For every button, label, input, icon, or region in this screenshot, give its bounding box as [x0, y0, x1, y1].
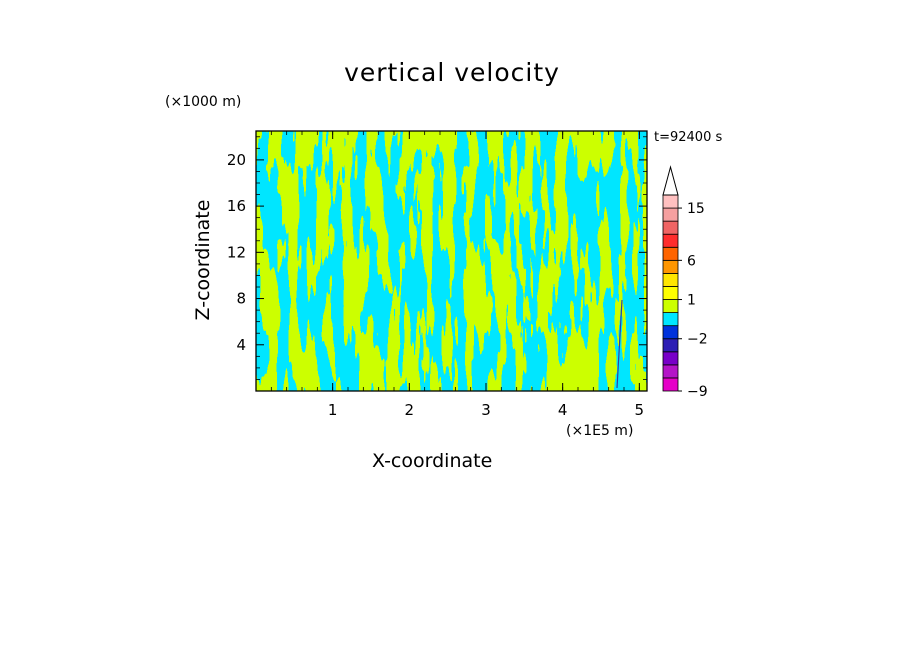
- field-positive: [256, 131, 647, 391]
- x-tick-label: 5: [635, 401, 645, 419]
- colorbar-label: −2: [687, 332, 708, 348]
- chart-title: vertical velocity: [344, 58, 560, 87]
- colorbar-swatch: [662, 351, 679, 366]
- colorbar-swatch: [662, 312, 679, 327]
- plot-frame: [255, 130, 648, 392]
- colorbar-swatch: [662, 246, 679, 261]
- time-label: t=92400 s: [654, 130, 723, 145]
- colorbar-swatch: [662, 377, 679, 392]
- colorbar: 15 6 1 −2 −9: [662, 165, 708, 400]
- x-tick-label: 4: [558, 401, 568, 419]
- colorbar-swatch: [662, 272, 679, 287]
- colorbar-label: 6: [687, 253, 696, 269]
- colorbar-swatch: [662, 220, 679, 235]
- colorbar-swatch: [662, 325, 679, 340]
- y-axis-unit: (×1000 m): [165, 94, 242, 110]
- x-tick-label: 2: [405, 401, 415, 419]
- colorbar-swatch: [662, 207, 679, 222]
- colorbar-extend-arrow: [662, 165, 679, 196]
- colorbar-swatch: [662, 259, 679, 274]
- x-axis-unit: (×1E5 m): [566, 423, 634, 439]
- field-streak: [616, 299, 623, 389]
- y-tick-label: 16: [227, 197, 246, 215]
- plot-area: [255, 130, 648, 392]
- colorbar-swatch: [662, 364, 679, 379]
- y-tick-label: 20: [227, 151, 246, 169]
- y-tick-label: 4: [236, 336, 246, 354]
- colorbar-swatch: [662, 286, 679, 300]
- x-tick-label: 1: [328, 401, 338, 419]
- colorbar-swatch: [662, 338, 679, 353]
- y-tick-label: 8: [236, 290, 246, 308]
- colorbar-swatch: [662, 194, 679, 209]
- y-tick-label: 12: [227, 243, 246, 261]
- colorbar-label: 1: [687, 293, 696, 309]
- x-tick-label: 3: [481, 401, 491, 419]
- colorbar-label: −9: [687, 384, 708, 400]
- colorbar-label: 15: [687, 201, 705, 217]
- colorbar-swatch: [662, 233, 679, 248]
- x-axis-label: X-coordinate: [372, 450, 493, 472]
- colorbar-swatch: [662, 299, 679, 313]
